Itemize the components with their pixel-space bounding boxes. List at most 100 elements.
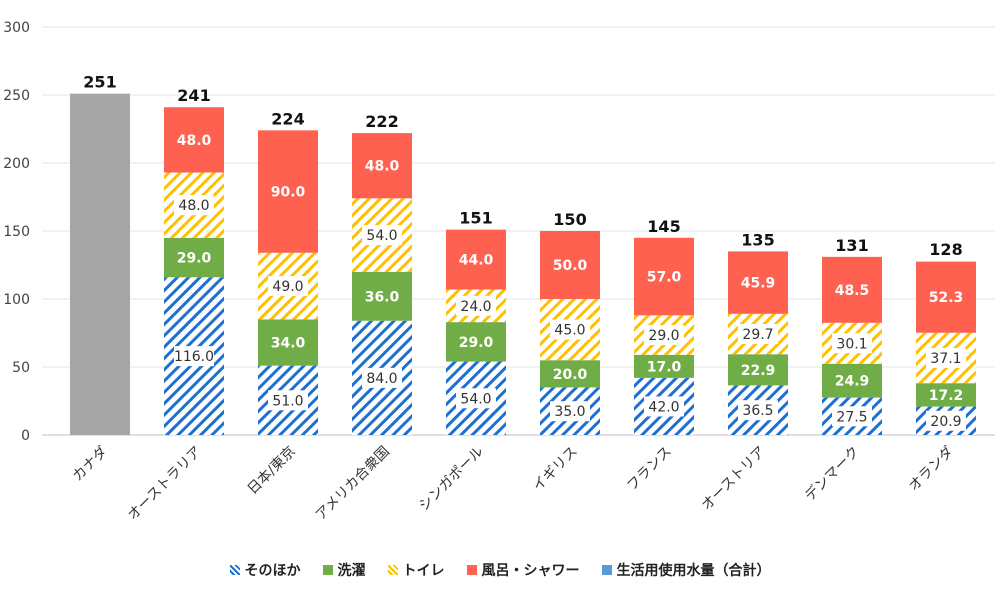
data-label-bg [362,225,402,246]
data-label-bg [644,396,684,417]
total-label: 135 [741,230,774,249]
legend-swatch [387,565,398,575]
data-label: 29.0 [648,328,679,344]
x-tick-label: デンマーク [801,443,863,505]
data-label: 27.5 [836,409,867,425]
data-label-bg [550,401,590,422]
x-tick-label: カナダ [70,444,111,485]
data-label: 90.0 [271,185,306,201]
x-tick-label: 日本/東京 [245,444,299,498]
data-label-bg [456,388,496,409]
bar-segment [352,133,412,199]
data-label-bg [926,347,966,368]
data-label: 24.0 [460,299,491,315]
bar-segment [540,231,600,299]
data-label: 29.0 [177,251,212,267]
legend-item: 洗濯 [322,560,366,580]
legend-label: そのほか [244,563,301,579]
legend-swatch [322,565,333,575]
data-label-bg [832,406,872,427]
legend-label: 生活用使用水量（合計） [616,563,771,579]
data-label: 84.0 [366,371,397,387]
data-label: 20.0 [553,367,588,383]
bar-segment [916,261,976,333]
total-label: 151 [459,209,492,228]
bar-segment [258,130,318,253]
data-label: 51.0 [272,393,303,409]
data-label: 29.0 [459,335,494,351]
legend-swatch [601,565,612,575]
bar-segment [258,319,318,366]
data-label: 48.0 [178,198,209,214]
data-label: 22.9 [741,363,776,379]
y-tick-label: 250 [3,88,30,104]
data-label: 54.0 [460,391,491,407]
data-label-bg [456,295,496,316]
bar-segment [164,107,224,173]
data-label: 17.2 [929,388,964,404]
data-label-bg [926,410,966,431]
stacked-bar-chart: 0 50 100 150 200 250 300 251 カナダ 116.0 29.0 48.0 48.… [3,20,995,524]
data-label-bg [738,324,778,345]
total-label: 128 [929,240,962,259]
total-label: 131 [835,236,868,255]
total-label: 222 [365,112,398,131]
x-tick-label: アメリカ合衆国 [313,444,393,524]
data-label-bg [644,325,684,346]
data-label: 20.9 [930,414,961,430]
x-tick-label: イギリス [530,444,581,495]
legend: そのほか 洗濯 トイレ 風呂・シャワー 生活用使用水量（合計） [0,560,1000,580]
bar-segment [446,322,506,362]
data-label: 37.1 [930,351,961,367]
y-tick-label: 0 [21,428,30,444]
bar-segment [634,237,694,316]
y-tick-label: 100 [3,292,30,308]
data-label: 45.0 [554,323,585,339]
x-tick-label: オランダ [906,444,957,495]
bar-segment [164,237,224,278]
total-label: 145 [647,217,680,236]
bar-segment [916,383,976,407]
data-label-bg [362,367,402,388]
total-label: 251 [83,73,116,92]
data-label: 50.0 [553,258,588,274]
legend-label: トイレ [402,563,445,579]
legend-item: そのほか [229,560,301,580]
total-label: 150 [553,210,586,229]
bar-segment [540,360,600,388]
data-label-bg [832,333,872,354]
data-label: 49.0 [272,279,303,295]
data-label: 36.0 [365,289,400,305]
data-label: 48.0 [365,159,400,175]
legend-item: トイレ [387,560,445,580]
data-label-bg [174,195,214,216]
data-label-bg [550,319,590,340]
x-tick-label: オーストラリア [125,444,205,524]
data-label-bg [174,346,214,367]
total-label: 224 [271,109,304,128]
x-tick-label: オーストリア [699,444,769,514]
legend-item: 風呂・シャワー [466,560,580,580]
data-label: 17.0 [647,359,682,375]
y-tick-label: 50 [12,360,30,376]
bar-segment [728,251,788,314]
data-label: 45.9 [741,276,776,292]
y-tick-label: 150 [3,224,30,240]
bar-segment [446,229,506,290]
data-label: 29.7 [742,327,773,343]
data-label: 54.0 [366,228,397,244]
total-label: 241 [177,86,210,105]
data-label: 35.0 [554,404,585,420]
data-label: 42.0 [648,399,679,415]
data-label: 24.9 [835,374,870,390]
bar-segment [352,271,412,321]
data-label: 44.0 [459,253,494,269]
data-label-bg [268,276,308,297]
legend-label: 洗濯 [337,563,366,579]
legend-swatch [229,565,240,575]
bar-segment [728,354,788,386]
data-label: 57.0 [647,270,682,286]
legend-item: 生活用使用水量（合計） [601,560,771,580]
data-label: 116.0 [174,349,214,365]
y-tick-label: 200 [3,156,30,172]
